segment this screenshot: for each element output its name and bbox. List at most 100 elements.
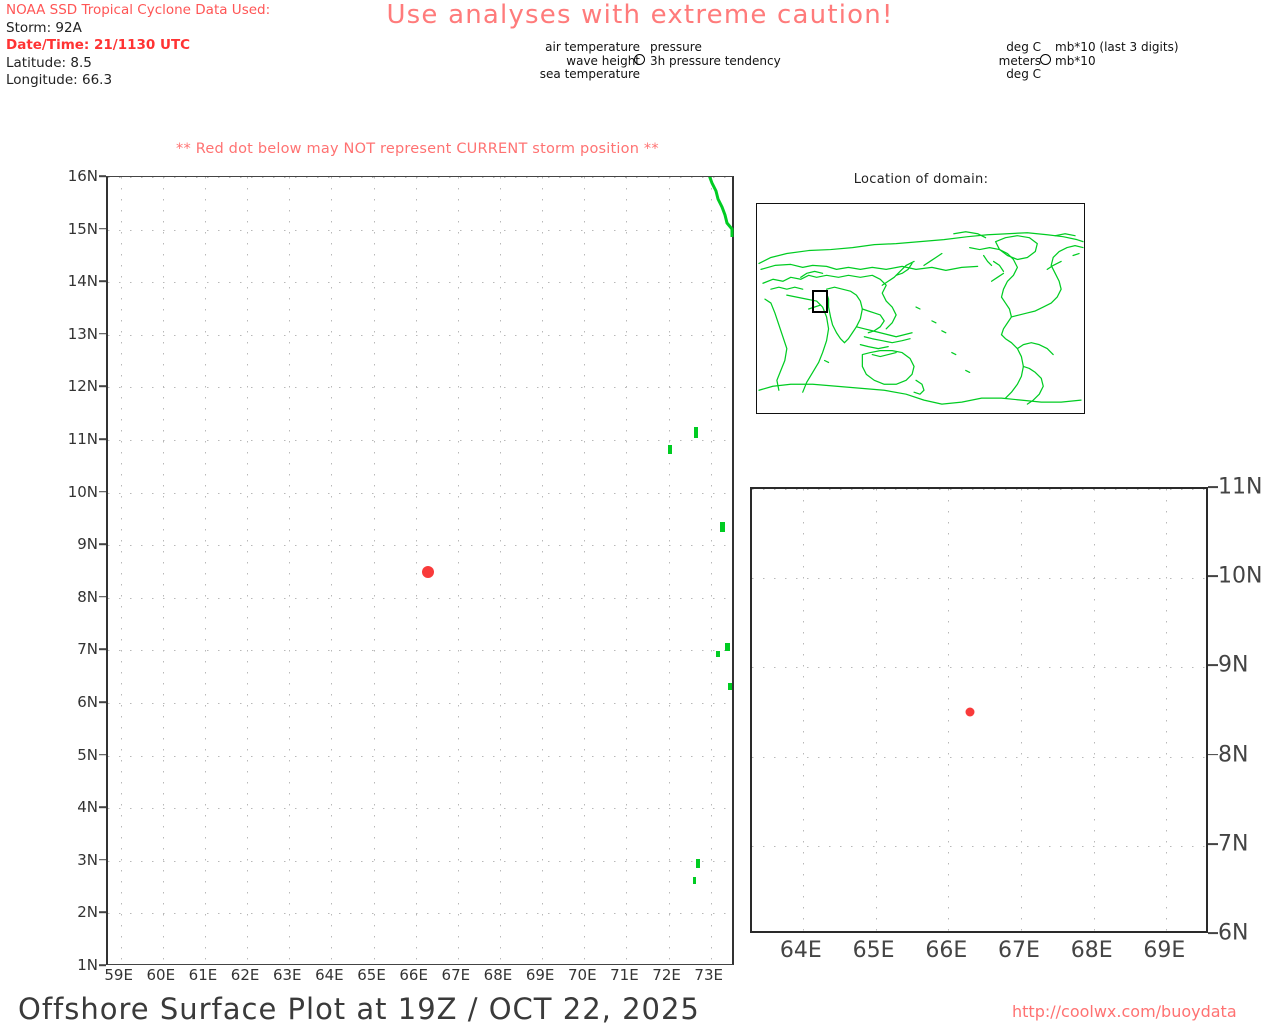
inset-map-latitude-labels: 6N 7N 8N 9N 10N 11N	[1218, 475, 1278, 946]
legend-unit-mb10-pressure: mb*10 (last 3 digits)	[1055, 40, 1179, 54]
storm-position-marker	[422, 565, 435, 578]
gridline-vertical	[162, 177, 164, 964]
coastline-fragment	[728, 683, 732, 690]
latitude-tick-mark	[99, 438, 106, 440]
longitude-tick-label: 61E	[188, 966, 218, 984]
longitude-tick-label: 66E	[925, 938, 968, 963]
gridline-vertical	[120, 177, 122, 964]
longitude-tick-label: 72E	[652, 966, 681, 984]
latitude-tick-label: 9N	[1218, 652, 1249, 678]
gridline-horizontal	[108, 913, 732, 915]
station-circle-icon	[634, 54, 645, 65]
longitude-tick-label: 68E	[1070, 938, 1113, 963]
gridline-horizontal	[108, 860, 732, 862]
gridline-vertical	[802, 489, 804, 931]
latitude-tick-label: 8N	[77, 587, 98, 606]
latitude-tick-mark	[1208, 486, 1218, 488]
legend-unit-mb10-tendency: mb*10	[1055, 53, 1096, 68]
latitude-tick-label: 13N	[67, 324, 98, 343]
gridline-vertical	[373, 177, 375, 964]
latitude-tick-mark	[99, 227, 106, 230]
longitude-tick-label: 67E	[441, 966, 471, 984]
longitude-tick-label: 65E	[357, 966, 386, 984]
india-coastline	[708, 177, 734, 237]
coastline-fragment	[725, 643, 730, 651]
longitude-tick-label: 71E	[610, 966, 639, 984]
source-url[interactable]: http://coolwx.com/buoydata	[1012, 1002, 1237, 1021]
gridline-horizontal	[108, 808, 732, 810]
latitude-tick-label: 6N	[1218, 920, 1249, 946]
longitude-tick-label: 73E	[694, 966, 723, 984]
latitude-tick-label: 10N	[1218, 563, 1263, 589]
gridline-horizontal	[108, 597, 732, 599]
gridline-horizontal	[108, 334, 732, 336]
locator-map-title: Location of domain:	[853, 172, 989, 187]
latitude-tick-label: 10N	[67, 482, 98, 501]
legend-unit-meters: meters	[998, 53, 1041, 68]
coastline-fragment	[720, 522, 725, 532]
latitude-tick-label: 12N	[67, 377, 98, 396]
gridline-horizontal	[108, 492, 732, 494]
gridline-horizontal	[108, 755, 732, 757]
latitude-tick-label: 7N	[77, 640, 98, 659]
legend-label-pressure: pressure	[650, 40, 702, 54]
latitude-tick-mark	[1208, 753, 1218, 756]
longitude-tick-label: 68E	[483, 966, 513, 984]
coastline-fragment	[693, 877, 696, 884]
longitude-tick-label: 59E	[104, 966, 133, 984]
gridline-horizontal	[108, 650, 732, 652]
gridline-vertical	[1166, 489, 1168, 931]
domain-extent-box	[812, 290, 828, 313]
gridline-horizontal	[752, 667, 1206, 669]
latitude-tick-mark	[99, 543, 106, 545]
gridline-vertical	[668, 177, 670, 964]
legend-units-right: mb*10 (last 3 digits) mb*10	[1055, 40, 1275, 68]
latitude-tick-label: 7N	[1218, 831, 1249, 857]
header-info-block: NOAA SSD Tropical Cyclone Data Used: Sto…	[6, 2, 270, 90]
main-map-longitude-labels: 59E 60E 61E 62E 63E 64E 65E 66E 67E 68E 69E 70E 71E 7…	[104, 966, 734, 990]
latitude-tick-label: 8N	[1218, 742, 1249, 768]
latitude-tick-mark	[99, 648, 106, 651]
gridline-vertical	[584, 177, 586, 964]
latitude-tick-mark	[99, 490, 106, 493]
latitude-tick-label: 11N	[67, 430, 98, 448]
legend-parameter-names-left: air temperature wave height sea temperat…	[520, 40, 640, 82]
latitude-tick-mark	[1208, 575, 1218, 578]
gridline-vertical	[948, 489, 950, 931]
gridline-vertical	[710, 177, 712, 964]
gridline-vertical	[499, 177, 501, 964]
longitude-tick-label: 62E	[230, 966, 260, 984]
gridline-vertical	[1093, 489, 1095, 931]
zoomed-domain-map[interactable]	[750, 487, 1208, 933]
coastline-fragment	[668, 445, 672, 454]
latitude-tick-mark	[1208, 664, 1218, 667]
latitude-tick-mark	[99, 596, 106, 598]
station-circle-icon-units	[1040, 54, 1051, 65]
latitude-tick-mark	[99, 753, 106, 756]
coastline-fragment	[716, 651, 720, 657]
gridline-vertical	[875, 489, 877, 931]
gridline-vertical	[542, 177, 544, 964]
latitude-tick-label: 15N	[67, 219, 98, 238]
gridline-horizontal	[108, 177, 732, 178]
red-dot-advisory: ** Red dot below may NOT represent CURRE…	[176, 141, 659, 157]
gridline-horizontal	[752, 845, 1206, 847]
latitude-tick-label: 11N	[1218, 474, 1263, 500]
latitude-tick-label: 6N	[77, 693, 98, 711]
data-source-line: NOAA SSD Tropical Cyclone Data Used:	[6, 2, 271, 18]
longitude-tick-label: 66E	[399, 966, 428, 984]
latitude-tick-label: 2N	[77, 903, 98, 922]
longitude-tick-label: 67E	[998, 938, 1040, 963]
gridline-vertical	[331, 177, 333, 964]
latitude-tick-mark	[99, 701, 106, 703]
gridline-horizontal	[108, 545, 732, 547]
coastline-fragment	[696, 859, 700, 868]
coastline-fragment	[694, 427, 698, 438]
gridline-horizontal	[108, 387, 732, 389]
caution-title: Use analyses with extreme caution!	[386, 0, 894, 30]
world-coastline-svg	[758, 231, 1084, 405]
main-domain-map[interactable]	[106, 176, 734, 965]
gridline-horizontal	[108, 282, 732, 284]
gridline-vertical	[247, 177, 249, 964]
latitude-tick-label: 16N	[67, 167, 98, 185]
